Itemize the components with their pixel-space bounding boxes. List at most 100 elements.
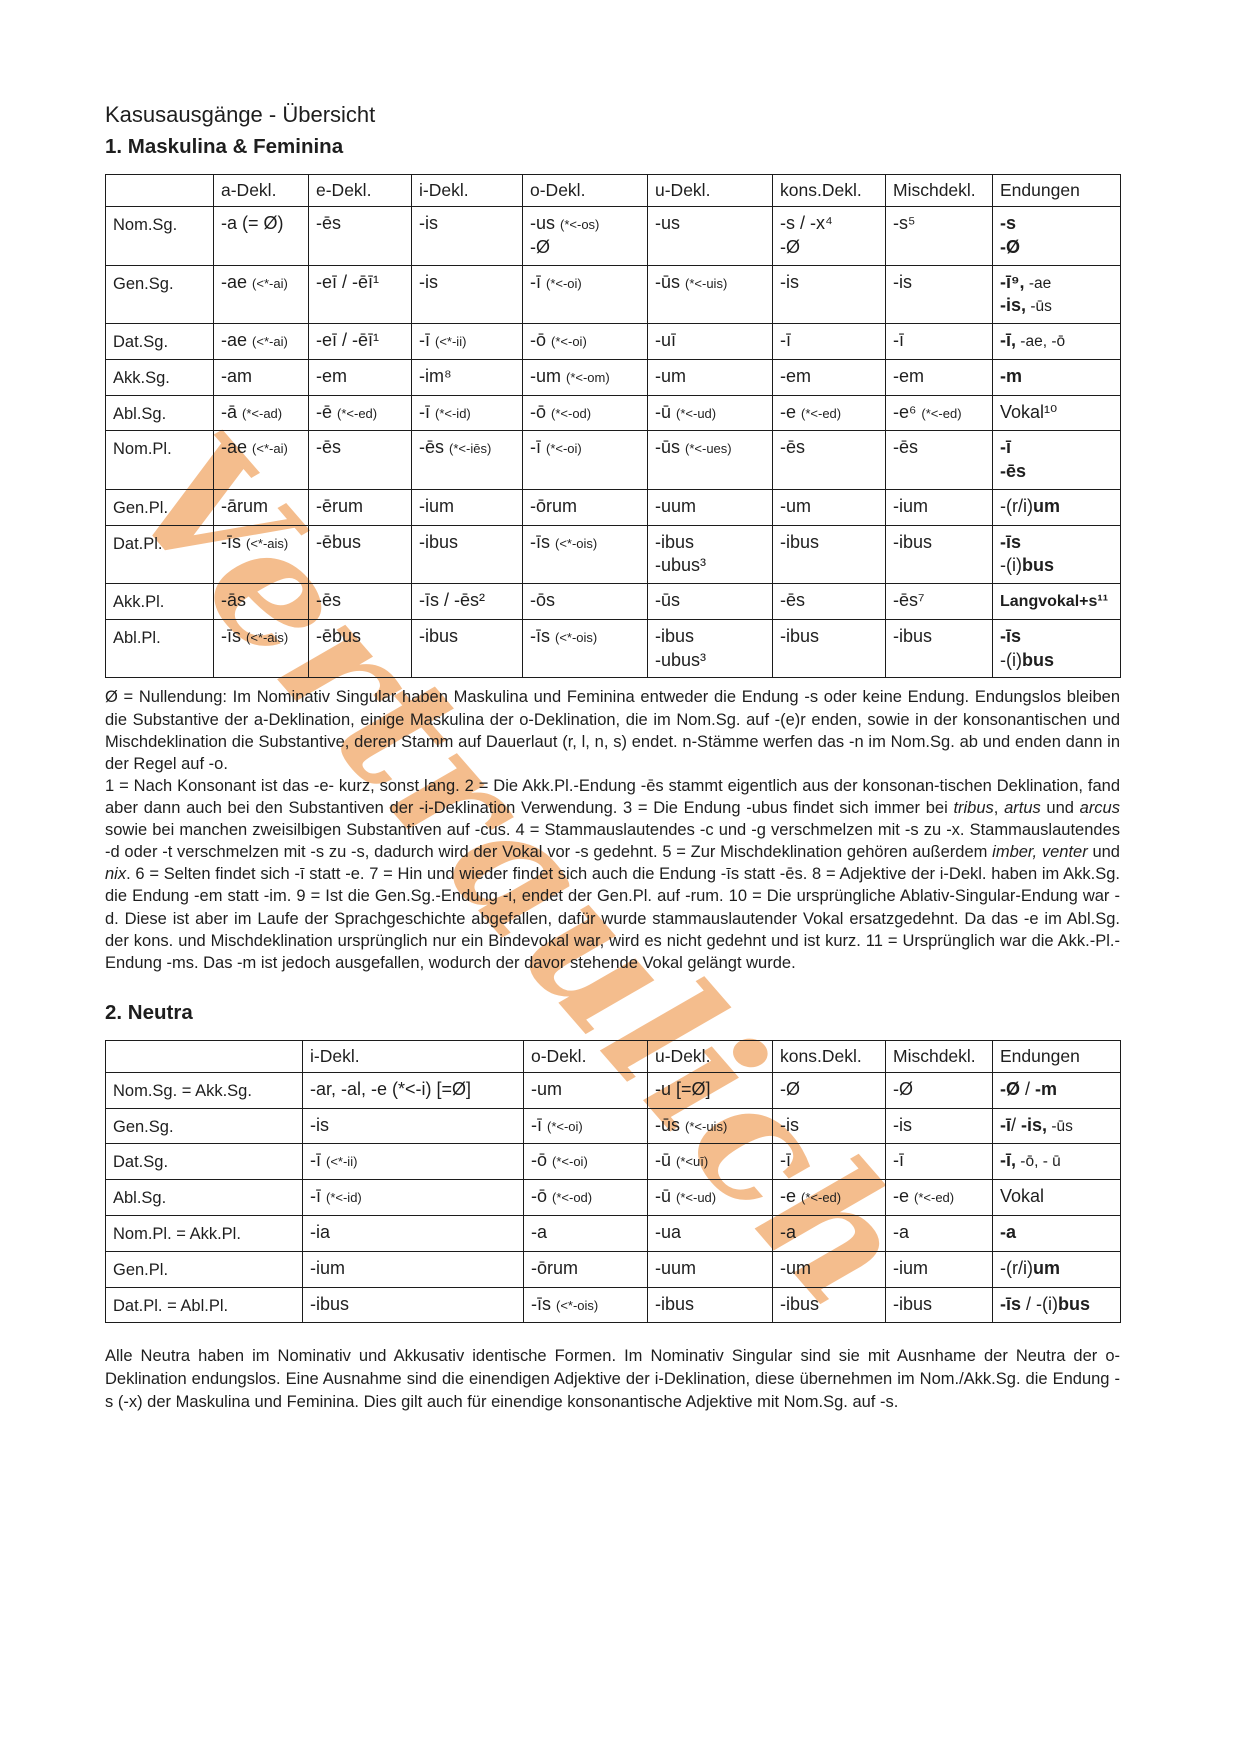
- ending-cell: -Ø / -m: [992, 1071, 1121, 1109]
- text-segment: Vokal¹⁰: [1000, 401, 1058, 422]
- row-header: Abl.Sg.: [105, 1179, 303, 1216]
- text-segment: -ium: [310, 1257, 345, 1278]
- text-segment: -ibus: [655, 531, 695, 552]
- ending-cell: -īs / -ēs²: [411, 583, 523, 620]
- text-segment: -ēs: [780, 590, 806, 611]
- ending-cell: -ēs (*<-iēs): [411, 430, 523, 490]
- text-segment: -s / -x⁴: [780, 213, 833, 234]
- text-segment: -ibus: [780, 531, 820, 552]
- text-segment: -ī: [310, 1186, 326, 1207]
- column-header: a-Dekl.: [213, 173, 309, 208]
- ending-cell: -um: [772, 1250, 886, 1288]
- ending-cell: -ū (*<uī): [647, 1143, 773, 1181]
- ending-cell: -ēs⁷: [885, 583, 993, 620]
- text-segment: (*<-oi): [546, 275, 582, 291]
- text-segment: /: [1021, 1293, 1037, 1314]
- ending-cell: -us: [647, 206, 773, 266]
- text-segment: -ēs: [316, 437, 342, 458]
- text-segment: -ium: [419, 495, 454, 516]
- ending-cell: -is: [885, 264, 993, 325]
- text-segment: (*<-iēs): [449, 441, 492, 457]
- ending-cell: -ī: [885, 1143, 993, 1181]
- ending-cell: -uī: [647, 323, 773, 360]
- ending-cell: -is: [772, 264, 886, 325]
- text-segment: -ī: [893, 1150, 904, 1171]
- text-segment: -ō, - ū: [1016, 1153, 1061, 1171]
- column-header: kons.Dekl.: [772, 173, 886, 208]
- text-segment: -e⁶: [893, 401, 922, 422]
- ending-cell: -ū (*<-ud): [647, 394, 773, 432]
- text-segment: -em: [893, 365, 924, 386]
- ending-cell: -īs (<*-ois): [523, 1286, 648, 1324]
- ending-cell: -ēs: [308, 430, 412, 490]
- row-header: Akk.Pl.: [105, 583, 214, 620]
- ending-cell: -īs (<*-ais): [213, 524, 309, 585]
- ending-cell: -ibus: [411, 618, 523, 679]
- text-segment: -ibus: [780, 1293, 820, 1314]
- ending-cell: -ibus -ubus³: [647, 524, 773, 585]
- text-segment: -ae: [221, 437, 253, 458]
- text-segment: -ūs: [1047, 1117, 1073, 1135]
- text-segment: -is,: [1000, 295, 1027, 316]
- ending-cell: -ium: [302, 1250, 524, 1288]
- ending-cell: -īs (<*-ais): [213, 618, 309, 679]
- table-row: Dat.Pl. -īs (<*-ais) -ēbus -ibus -īs (<*-ois…: [105, 524, 1121, 585]
- text-segment: -ī: [419, 330, 435, 351]
- text-segment: (*<-ad): [242, 405, 283, 421]
- text-segment: -s⁵: [893, 213, 916, 234]
- ending-cell: -em: [308, 358, 412, 396]
- text-segment: -ibus: [419, 625, 459, 646]
- text-segment: -m: [1000, 365, 1022, 386]
- ending-cell: -a (= Ø): [213, 206, 309, 266]
- text-segment: -īs: [221, 625, 246, 646]
- text-segment: (*<-oi): [547, 1118, 583, 1134]
- text-segment: -īs: [1000, 625, 1022, 646]
- text-segment: -um: [530, 365, 566, 386]
- text-segment: (*<-uis): [685, 275, 728, 291]
- ending-cell: -ibus: [885, 1286, 993, 1324]
- text-segment: -ī: [893, 330, 904, 351]
- text-segment: (*<-od): [551, 405, 592, 421]
- text-segment: -is: [780, 1114, 799, 1135]
- ending-cell: -uum: [647, 1250, 773, 1288]
- ending-cell: -um (*<-om): [522, 358, 648, 396]
- ending-cell: -a: [523, 1215, 648, 1252]
- text-segment: (*<-id): [435, 405, 471, 421]
- text-segment: sowie bei manchen zweisilbigen Substanti…: [105, 821, 1120, 862]
- ending-cell: -ārum: [213, 488, 309, 526]
- ending-cell: -ēbus: [308, 618, 412, 679]
- text-segment: -is: [419, 213, 438, 234]
- ending-cell: -ī (*<-oi): [522, 264, 648, 325]
- text-segment: (*<-uis): [685, 1118, 728, 1134]
- row-header: Nom.Pl.: [105, 430, 214, 490]
- text-segment: -a: [1000, 1222, 1017, 1242]
- text-segment: -a: [531, 1222, 548, 1242]
- row-header: Gen.Sg.: [105, 264, 214, 325]
- text-segment: -em: [316, 365, 347, 386]
- text-segment: -ēs: [419, 437, 450, 458]
- ending-cell: -is: [411, 206, 523, 266]
- ending-cell: -ī (*<-id): [411, 394, 523, 432]
- ending-cell: -ōrum: [523, 1250, 648, 1288]
- text-segment: -ī: [419, 401, 435, 422]
- table-row: Akk.Sg. -am -em -im⁸ -um (*<-om) -um -em -em -m: [105, 358, 1121, 396]
- text-segment: tribus: [953, 798, 994, 817]
- table-row: Gen.Pl. -ārum -ērum -ium -ōrum -uum -um -ium -(r…: [105, 488, 1121, 526]
- text-segment: (<*-ois): [556, 1297, 599, 1313]
- text-segment: -is: [893, 271, 912, 292]
- text-segment: -ia: [310, 1222, 331, 1242]
- text-segment: um: [1032, 495, 1060, 516]
- ending-cell: Vokal: [992, 1179, 1121, 1216]
- text-segment: -ūs: [655, 271, 686, 292]
- ending-cell: -ī, -ō, - ū: [992, 1143, 1121, 1181]
- ending-cell: -ī (*<-id): [302, 1179, 524, 1216]
- text-segment: imber, venter: [992, 843, 1088, 862]
- column-header: i-Dekl.: [302, 1039, 524, 1073]
- column-header: e-Dekl.: [308, 173, 412, 208]
- text-segment: (*<-ud): [676, 1190, 717, 1206]
- ending-cell: -em: [772, 358, 886, 396]
- text-segment: (*<-ed): [801, 1190, 842, 1206]
- ending-cell: -ēs: [308, 206, 412, 266]
- text-segment: -ibus: [419, 531, 459, 552]
- ending-cell: Langvokal+s¹¹: [992, 583, 1121, 620]
